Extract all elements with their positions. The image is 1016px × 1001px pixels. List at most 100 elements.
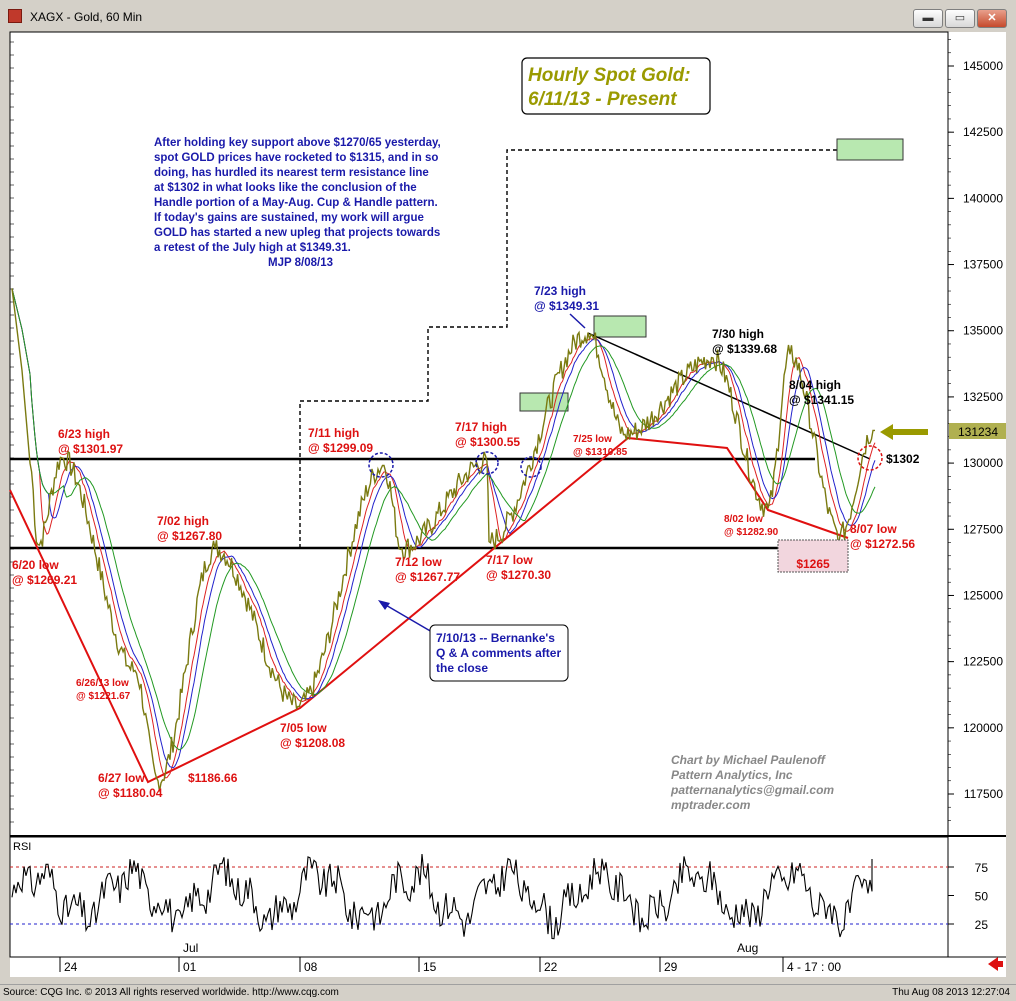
point-label: 6/23 high (58, 427, 110, 441)
arrow-723 (569, 313, 586, 329)
projection-staircase (299, 149, 837, 548)
point-label: @ $1300.55 (455, 435, 520, 449)
point-label: 7/17 low (486, 553, 533, 567)
bernanke-line: the close (436, 661, 488, 675)
commentary-line: GOLD has started a new upleg that projec… (154, 227, 440, 239)
y-tick-label: 140000 (963, 191, 1003, 205)
descending-trendline (587, 332, 871, 460)
target-box-1425 (836, 138, 904, 161)
chart-title-line1: Hourly Spot Gold: (528, 65, 691, 86)
chart-title-line2: 6/11/13 - Present (528, 89, 677, 110)
point-label: @ $1267.77 (395, 570, 460, 584)
minimize-button[interactable]: ▬ (913, 9, 943, 28)
credit-line: Pattern Analytics, Inc (671, 768, 793, 782)
bernanke-line: 7/10/13 -- Bernanke's (436, 631, 555, 645)
point-label: 6/26/13 low (76, 678, 129, 689)
y-tick-label: 142500 (963, 125, 1003, 139)
y-tick-label: 125000 (963, 588, 1003, 602)
y-tick-label: 137500 (963, 258, 1003, 272)
x-tick-label: 15 (423, 960, 437, 974)
footer-source: Source: CQG Inc. © 2013 All rights reser… (3, 987, 339, 998)
price-axis: 145000 142500 140000 137500 135000 132500 1300… (10, 39, 1003, 823)
point-label: @ $1208.08 (280, 736, 345, 750)
price-panel (9, 31, 949, 837)
rsi-series (11, 853, 873, 940)
support-box-1265 (777, 539, 849, 573)
scroll-left-arrow[interactable] (988, 957, 998, 971)
app-icon (8, 9, 22, 23)
credit-line: mptrader.com (671, 798, 751, 812)
rsi-tick-label: 25 (975, 918, 989, 932)
moving-averages (11, 288, 876, 779)
moving-average-line (11, 288, 876, 779)
point-label: 6/27 low (98, 771, 145, 785)
point-label: 7/05 low (280, 721, 327, 735)
x-tick-label: 4 - 17 : 00 (787, 960, 841, 974)
y-tick-label: 132500 (963, 390, 1003, 404)
target-box-1320 (519, 392, 569, 412)
breakout-circle-current (857, 445, 883, 471)
window-title: XAGX - Gold, 60 Min (30, 10, 143, 24)
x-tick-label: 22 (544, 960, 558, 974)
chart-title-box (521, 57, 711, 115)
point-label: 7/17 high (455, 420, 507, 434)
target-box-1349 (593, 315, 647, 338)
x-tick-label: 01 (183, 960, 197, 974)
bernanke-note: 7/10/13 -- Bernanke'sQ & A comments afte… (436, 631, 561, 675)
y-tick-label: 145000 (963, 59, 1003, 73)
breakout-circle-2 (475, 451, 499, 475)
commentary-line: at $1302 in what looks like the conclusi… (154, 182, 417, 194)
last-price-arrow (880, 424, 928, 440)
arrow-bernanke (383, 603, 433, 633)
y-tick-label: 122500 (963, 655, 1003, 669)
moving-average-line (11, 288, 876, 769)
bernanke-line: Q & A comments after (436, 646, 561, 660)
support-trendline (9, 436, 849, 784)
rsi-panel (9, 836, 949, 958)
point-label: 7/11 high (308, 426, 359, 440)
y-tick-label: 127500 (963, 522, 1003, 536)
point-label: @ $1270.30 (486, 568, 551, 582)
y-tick-label: 120000 (963, 721, 1003, 735)
window-titlebar: XAGX - Gold, 60 Min ▬ ▭ ✕ (0, 0, 1016, 32)
point-label: $1186.66 (188, 771, 238, 785)
point-label: @ $1282.90 (724, 527, 779, 538)
commentary-line: If today's gains are sustained, my work … (154, 212, 424, 224)
month-label: Jul (183, 941, 198, 955)
status-footer: Source: CQG Inc. © 2013 All rights reser… (0, 984, 1016, 1001)
point-label: 8/04 high (789, 378, 841, 392)
point-label: 7/23 high (534, 284, 586, 298)
commentary-line: a retest of the July high at $1349.31. (154, 242, 351, 254)
point-labels: 6/20 low@ $1269.21 6/23 high@ $1301.97 6/2… (12, 284, 915, 800)
credit-line: Chart by Michael Paulenoff (671, 753, 826, 767)
point-label: 7/02 high (157, 514, 209, 528)
point-label: 6/20 low (12, 558, 59, 572)
credit-line: patternanalytics@gmail.com (670, 783, 834, 797)
month-label: Aug (737, 941, 758, 955)
rsi-axis: 75 50 25 (948, 861, 988, 932)
price-series (11, 288, 875, 792)
rsi-axis-panel (948, 837, 1006, 957)
maximize-button[interactable]: ▭ (945, 9, 975, 28)
rsi-tick-label: 50 (975, 890, 989, 904)
footer-timestamp: Thu Aug 08 2013 12:27:04 (892, 987, 1010, 998)
point-label: 8/02 low (724, 514, 763, 525)
point-label: @ $1180.04 (98, 786, 163, 800)
x-tick-label: 24 (64, 960, 78, 974)
point-label: @ $1310.85 (573, 447, 628, 458)
x-tick-label: 29 (664, 960, 678, 974)
point-label: @ $1299.09 (308, 441, 373, 455)
commentary-line: spot GOLD prices have rocketed to $1315,… (154, 152, 438, 164)
last-price-value: 131234 (958, 425, 998, 439)
point-label: @ $1272.56 (850, 537, 915, 551)
current-marker-label: $1302 (886, 452, 920, 466)
commentary-line: After holding key support above $1270/65… (154, 137, 441, 149)
point-label: @ $1339.68 (712, 342, 777, 356)
y-tick-label: 135000 (963, 324, 1003, 338)
point-label: @ $1221.67 (76, 691, 131, 702)
close-button[interactable]: ✕ (977, 9, 1007, 28)
rsi-label: RSI (13, 841, 31, 853)
y-tick-label: 117500 (964, 787, 1003, 801)
breakout-circle-3 (520, 456, 542, 478)
